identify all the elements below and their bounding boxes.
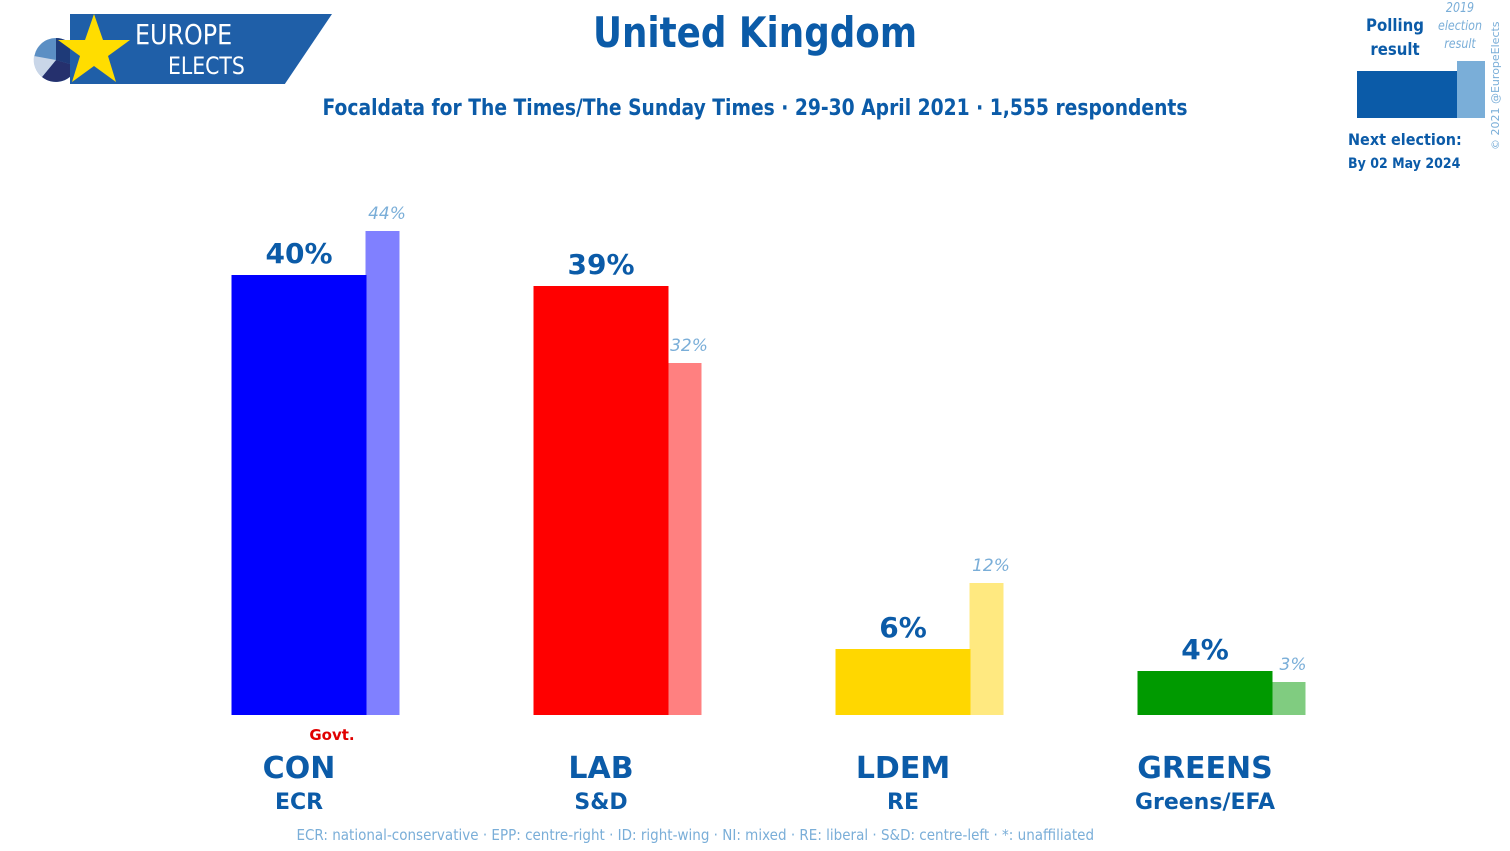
europe-elects-logo: EUROPE ELECTS [30,14,332,84]
legend-poll-label: Polling result [1366,16,1424,60]
group-label-con: ECR [275,790,323,815]
bar-poll-con [231,275,367,715]
bar-poll-greens [1137,671,1273,715]
logo-pie-icon [33,38,78,82]
next-election-date: By 02 May 2024 [1348,156,1461,172]
logo-text-elects: ELECTS [168,52,245,80]
value-label-greens: 4% [1181,633,1229,666]
bar-previous-ldem [970,583,1004,715]
bar-previous-con [366,231,400,715]
category-label-greens: GREENS [1137,751,1272,786]
previous-label-con: 44% [368,204,406,224]
legend-election-label: 2019 election result [1438,1,1482,52]
value-label-lab: 39% [567,248,634,281]
govt-annotation: Govt. [309,726,354,744]
legend: Polling result 2019 election result [1340,0,1510,180]
star-icon [58,14,130,82]
legend-election-swatch [1457,61,1485,118]
previous-label-lab: 32% [670,336,708,356]
bar-poll-ldem [835,649,971,715]
group-label-greens: Greens/EFA [1135,790,1275,815]
footnote: ECR: national-conservative · EPP: centre… [296,826,1095,844]
group-label-lab: S&D [574,790,627,815]
value-label-ldem: 6% [879,611,927,644]
bar-previous-edge-ldem [969,583,972,649]
category-label-lab: LAB [568,751,633,786]
chart-title: United Kingdom [592,8,918,57]
legend-poll-swatch [1357,71,1457,118]
value-label-con: 40% [265,237,332,270]
previous-label-greens: 3% [1280,655,1307,675]
logo-text-europe: EUROPE [135,18,233,51]
category-label-con: CON [263,751,336,786]
bar-poll-lab [533,286,669,715]
chart-subtitle: Focaldata for The Times/The Sunday Times… [322,96,1188,121]
next-election-label: Next election: [1348,130,1462,149]
previous-label-ldem: 12% [972,556,1010,576]
category-label-ldem: LDEM [856,751,950,786]
group-label-ldem: RE [887,790,919,815]
bar-previous-lab [668,363,702,715]
bar-previous-greens [1272,682,1306,715]
